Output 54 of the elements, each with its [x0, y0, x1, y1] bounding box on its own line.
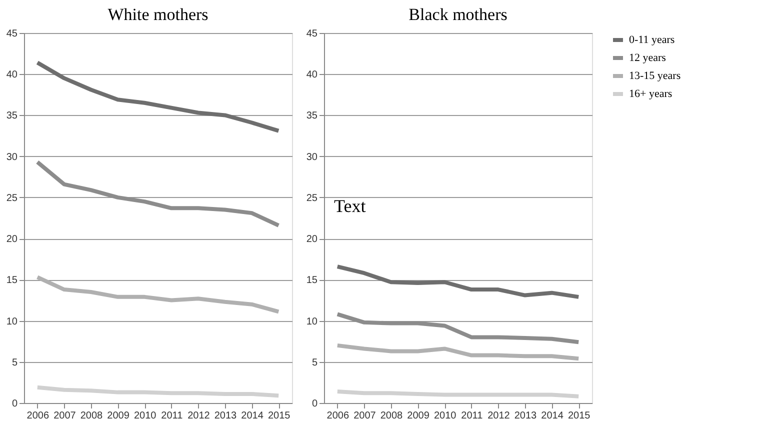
line-series — [35, 275, 281, 314]
y-tick-label: 20 — [306, 234, 318, 246]
x-tick-label: 2011 — [461, 410, 484, 422]
y-tick-label: 30 — [306, 152, 318, 163]
y-tick-label: 40 — [6, 70, 18, 81]
x-tick-label: 2006 — [326, 410, 350, 422]
x-tick-label: 2010 — [134, 410, 157, 422]
legend-label: 12 years — [629, 52, 666, 64]
y-tick-label: 25 — [6, 192, 18, 204]
line-series — [335, 312, 581, 344]
line-series — [335, 264, 581, 299]
x-tick-label: 2014 — [241, 410, 264, 422]
legend-label: 0-11 years — [629, 34, 675, 46]
y-tick-label: 20 — [6, 234, 18, 246]
x-tick-label: 2013 — [514, 410, 538, 422]
line-series — [35, 385, 281, 398]
legend-label: 13-15 years — [629, 70, 681, 82]
x-tick-label: 2006 — [26, 410, 50, 422]
x-tick-label: 2009 — [107, 410, 130, 422]
y-tick-label: 40 — [306, 70, 318, 81]
y-tick-label: 25 — [306, 192, 318, 204]
x-tick-label: 2012 — [488, 410, 510, 422]
y-tick-label: 45 — [306, 28, 318, 40]
legend-label: 16+ years — [629, 88, 672, 100]
x-tick-label: 2007 — [54, 410, 76, 422]
y-tick-label: 10 — [6, 316, 18, 328]
x-tick-label: 2014 — [541, 410, 564, 422]
x-tick-label: 2009 — [407, 410, 430, 422]
line-series — [35, 60, 281, 133]
x-tick-label: 2008 — [80, 410, 104, 422]
line-series — [335, 343, 581, 361]
y-tick-label: 45 — [6, 28, 18, 40]
x-tick-label: 2013 — [214, 410, 238, 422]
y-tick-label: 15 — [6, 275, 18, 286]
x-tick-label: 2015 — [568, 410, 591, 422]
y-tick-label: 35 — [306, 110, 318, 122]
y-tick-label: 30 — [6, 152, 18, 163]
x-tick-label: 2012 — [188, 410, 210, 422]
annotation: Text — [334, 196, 366, 216]
x-tick-label: 2011 — [161, 410, 184, 422]
x-tick-label: 2008 — [380, 410, 404, 422]
y-tick-label: 5 — [312, 357, 318, 368]
chart-title: White mothers — [108, 5, 208, 24]
chart-title: Black mothers — [408, 5, 508, 24]
y-tick-label: 0 — [12, 398, 18, 410]
x-tick-label: 2007 — [354, 410, 376, 422]
x-tick-label: 2010 — [434, 410, 457, 422]
y-tick-label: 5 — [12, 357, 18, 368]
y-tick-label: 0 — [312, 398, 318, 410]
y-tick-label: 15 — [306, 275, 318, 286]
y-tick-label: 35 — [6, 110, 18, 122]
y-tick-label: 10 — [306, 316, 318, 328]
x-tick-label: 2015 — [268, 410, 291, 422]
line-series — [35, 160, 281, 228]
